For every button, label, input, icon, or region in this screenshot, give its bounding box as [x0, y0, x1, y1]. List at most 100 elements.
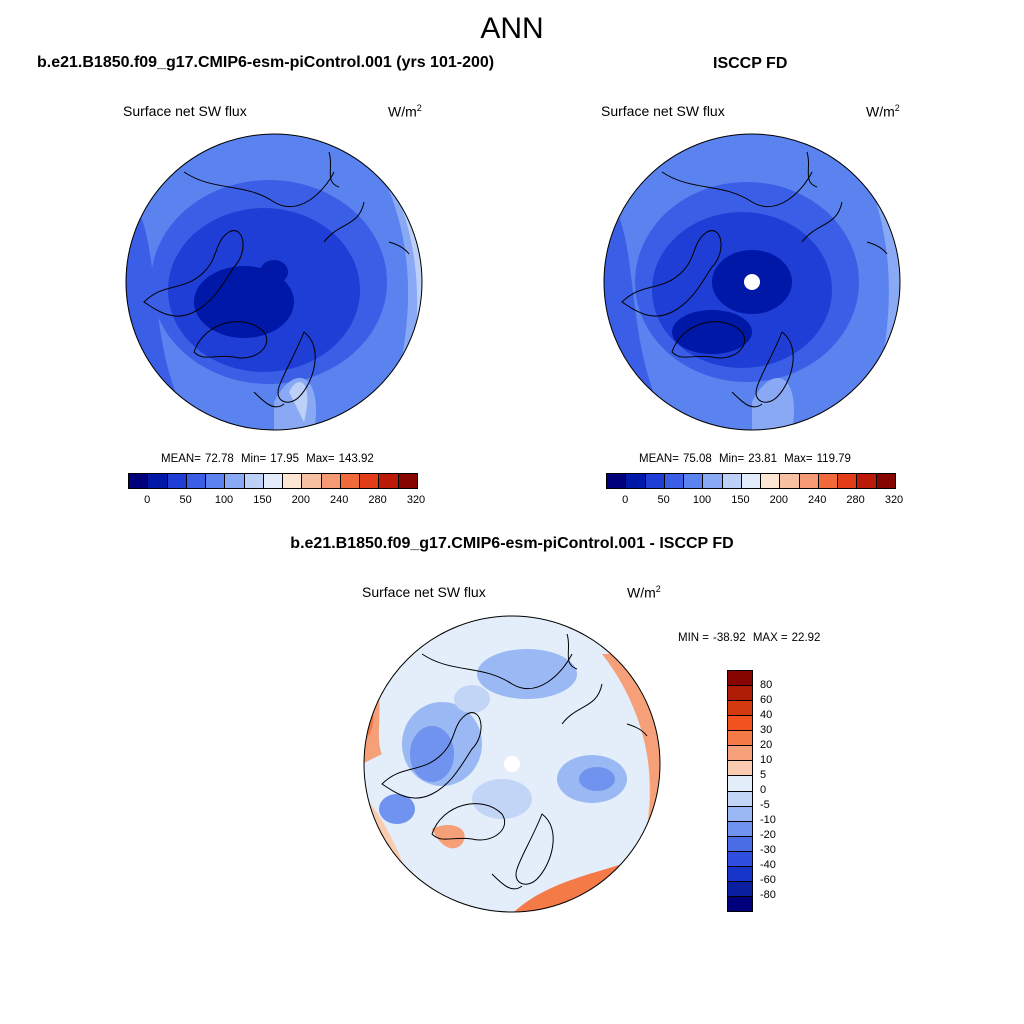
model-units-label: W/m2: [388, 103, 422, 120]
colorbar-swatch: [148, 474, 168, 488]
colorbar-tick-label: 5: [760, 769, 767, 781]
colorbar-swatch: [728, 896, 752, 911]
obs-polar-map: [603, 133, 901, 431]
pole-missing-data: [504, 756, 520, 772]
colorbar-tick-label: 100: [214, 494, 234, 506]
colorbar-tick-label: 320: [406, 494, 426, 506]
colorbar-tick-label: -80: [760, 889, 776, 901]
colorbar-tick-label: 150: [731, 494, 750, 506]
colorbar-swatch: [838, 474, 858, 488]
colorbar-swatch: [761, 474, 781, 488]
diff-colorbar-labels: 80 60 40 30 20 10 5 0 -5 -10 -20 -30 -40 -60 -80: [760, 670, 800, 910]
colorbar-tick-label: 320: [884, 494, 904, 506]
diff-colorbar: [727, 670, 753, 912]
colorbar-tick-label: -20: [760, 829, 776, 841]
colorbar-swatch: [283, 474, 303, 488]
colorbar-swatch: [129, 474, 149, 488]
colorbar-swatch: [664, 474, 685, 488]
colorbar-swatch: [244, 474, 264, 488]
colorbar-swatch: [703, 474, 723, 488]
colorbar-tick-label: -10: [760, 814, 776, 826]
model-colorbar-labels: 0 50 100 150 200 240 280 320: [128, 494, 425, 508]
figure-title: ANN: [480, 12, 544, 45]
colorbar-swatch: [741, 474, 762, 488]
colorbar-swatch: [857, 474, 877, 488]
colorbar-tick-label: 80: [760, 679, 773, 691]
colorbar-swatch: [398, 474, 417, 488]
colorbar-swatch: [321, 474, 341, 488]
colorbar-tick-label: -60: [760, 874, 776, 886]
diff-stats: MIN = -38.92 MAX = 22.92: [678, 632, 821, 644]
colorbar-swatch: [626, 474, 646, 488]
colorbar-swatch: [302, 474, 322, 488]
colorbar-tick-label: 200: [291, 494, 310, 506]
colorbar-tick-label: 10: [760, 754, 773, 766]
colorbar-tick-label: 100: [692, 494, 712, 506]
colorbar-swatch: [728, 701, 752, 717]
colorbar-swatch: [728, 746, 752, 762]
colorbar-tick-label: 50: [657, 494, 670, 506]
colorbar-tick-label: 20: [760, 739, 773, 751]
obs-colorbar-labels: 0 50 100 150 200 240 280 320: [606, 494, 903, 508]
colorbar-tick-label: -30: [760, 844, 776, 856]
colorbar-swatch: [722, 474, 742, 488]
model-colorbar: [128, 473, 418, 489]
obs-units-label: W/m2: [866, 103, 900, 120]
model-polar-map: [125, 133, 423, 431]
obs-stats: MEAN= 75.08 Min= 23.81 Max= 119.79: [639, 453, 851, 465]
colorbar-swatch: [728, 791, 752, 807]
colorbar-tick-label: -40: [760, 859, 776, 871]
diff-units-label: W/m2: [627, 584, 661, 601]
colorbar-tick-label: 240: [330, 494, 349, 506]
colorbar-swatch: [607, 474, 627, 488]
colorbar-swatch: [728, 821, 752, 837]
colorbar-tick-label: 280: [846, 494, 865, 506]
colorbar-tick-label: 200: [769, 494, 788, 506]
colorbar-swatch: [645, 474, 665, 488]
colorbar-swatch: [263, 474, 284, 488]
colorbar-swatch: [360, 474, 380, 488]
colorbar-tick-label: 0: [144, 494, 151, 506]
colorbar-swatch: [728, 671, 752, 687]
colorbar-tick-label: 30: [760, 724, 773, 736]
colorbar-swatch: [340, 474, 361, 488]
colorbar-tick-label: 60: [760, 694, 773, 706]
colorbar-swatch: [728, 776, 752, 792]
obs-panel-title: ISCCP FD: [713, 55, 788, 72]
colorbar-tick-label: 40: [760, 709, 773, 721]
colorbar-swatch: [780, 474, 800, 488]
obs-variable-label: Surface net SW flux: [601, 103, 725, 119]
diff-polar-map: [363, 615, 661, 913]
colorbar-tick-label: 0: [622, 494, 629, 506]
colorbar-tick-label: 240: [808, 494, 827, 506]
colorbar-swatch: [186, 474, 207, 488]
model-stats: MEAN= 72.78 Min= 17.95 Max= 143.92: [161, 453, 374, 465]
colorbar-swatch: [818, 474, 839, 488]
colorbar-swatch: [876, 474, 895, 488]
colorbar-swatch: [225, 474, 245, 488]
colorbar-swatch: [167, 474, 187, 488]
colorbar-swatch: [728, 716, 752, 732]
colorbar-swatch: [728, 836, 752, 852]
colorbar-swatch: [728, 851, 752, 867]
diff-variable-label: Surface net SW flux: [362, 584, 486, 600]
colorbar-swatch: [728, 686, 752, 702]
colorbar-tick-label: -5: [760, 799, 770, 811]
obs-colorbar: [606, 473, 896, 489]
colorbar-swatch: [728, 761, 752, 777]
colorbar-swatch: [728, 866, 752, 882]
colorbar-swatch: [728, 731, 752, 747]
colorbar-tick-label: 0: [760, 784, 767, 796]
diff-panel-title: b.e21.B1850.f09_g17.CMIP6-esm-piControl.…: [290, 535, 734, 552]
colorbar-swatch: [206, 474, 226, 488]
model-panel-title: b.e21.B1850.f09_g17.CMIP6-esm-piControl.…: [37, 54, 495, 71]
colorbar-swatch: [684, 474, 704, 488]
colorbar-tick-label: 50: [179, 494, 192, 506]
model-variable-label: Surface net SW flux: [123, 103, 247, 119]
colorbar-swatch: [728, 806, 752, 822]
colorbar-swatch: [728, 881, 752, 897]
colorbar-swatch: [379, 474, 399, 488]
pole-missing-data: [744, 274, 760, 290]
colorbar-swatch: [799, 474, 819, 488]
colorbar-tick-label: 150: [253, 494, 272, 506]
